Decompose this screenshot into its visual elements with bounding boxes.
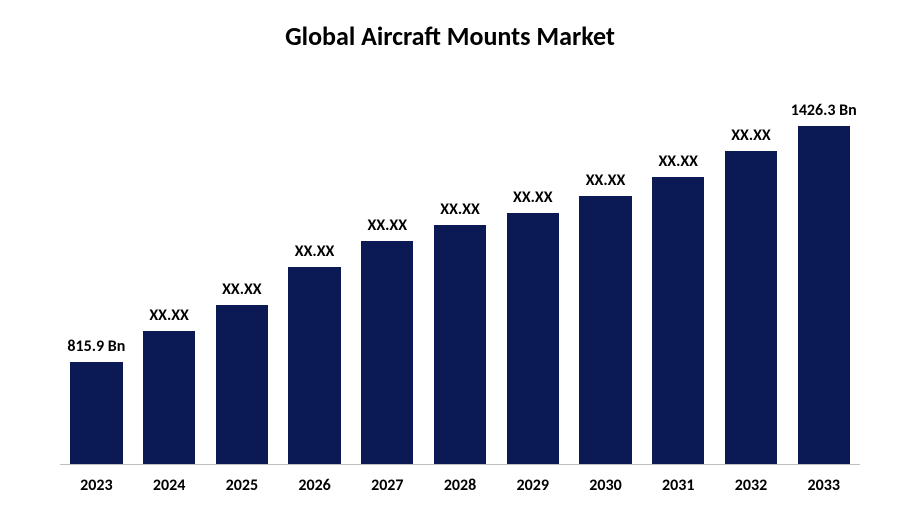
bar-value-label: XX.XX (586, 171, 626, 190)
bar-value-label: XX.XX (731, 126, 771, 145)
bar (507, 213, 559, 464)
x-axis-labels: 2023202420252026202720282029203020312032… (60, 476, 860, 495)
bar (70, 362, 122, 464)
bar-value-label: XX.XX (513, 188, 553, 207)
bar (579, 196, 631, 464)
x-axis-label: 2030 (569, 476, 642, 495)
bar-slot: XX.XX (278, 85, 351, 464)
bar (434, 225, 486, 464)
plot-area: 815.9 Bn XX.XX XX.XX XX.XX XX.XX XX.XX XX.XX XX… (60, 85, 860, 465)
bar-slot: XX.XX (205, 85, 278, 464)
bar (652, 177, 704, 464)
bar (725, 151, 777, 464)
x-axis-label: 2024 (133, 476, 206, 495)
bar-value-label: XX.XX (222, 280, 262, 299)
x-axis-label: 2023 (60, 476, 133, 495)
bar-value-label: XX.XX (440, 200, 480, 219)
bar-value-label: XX.XX (658, 152, 698, 171)
bar-value-label: XX.XX (149, 306, 189, 325)
bars-container: 815.9 Bn XX.XX XX.XX XX.XX XX.XX XX.XX XX.XX XX… (60, 85, 860, 465)
bar-value-label: 1426.3 Bn (791, 101, 857, 120)
bar-slot: XX.XX (715, 85, 788, 464)
x-axis-label: 2032 (715, 476, 788, 495)
bar-slot: XX.XX (351, 85, 424, 464)
chart-title: Global Aircraft Mounts Market (0, 20, 900, 52)
bar-value-label: XX.XX (368, 216, 408, 235)
bar (143, 331, 195, 464)
bar-slot: XX.XX (496, 85, 569, 464)
x-axis-label: 2027 (351, 476, 424, 495)
bar-value-label: XX.XX (295, 242, 335, 261)
x-axis-label: 2025 (205, 476, 278, 495)
x-axis-label: 2028 (424, 476, 497, 495)
x-axis-label: 2029 (496, 476, 569, 495)
bar-slot: XX.XX (569, 85, 642, 464)
bar-slot: XX.XX (424, 85, 497, 464)
x-axis-label: 2026 (278, 476, 351, 495)
bar-slot: XX.XX (642, 85, 715, 464)
bar (288, 267, 340, 464)
bar (798, 126, 850, 464)
bar-slot: XX.XX (133, 85, 206, 464)
bar-slot: 815.9 Bn (60, 85, 133, 464)
x-axis-label: 2033 (787, 476, 860, 495)
x-axis-label: 2031 (642, 476, 715, 495)
bar (216, 305, 268, 464)
bar-value-label: 815.9 Bn (67, 337, 125, 356)
bar-slot: 1426.3 Bn (787, 85, 860, 464)
bar (361, 241, 413, 464)
